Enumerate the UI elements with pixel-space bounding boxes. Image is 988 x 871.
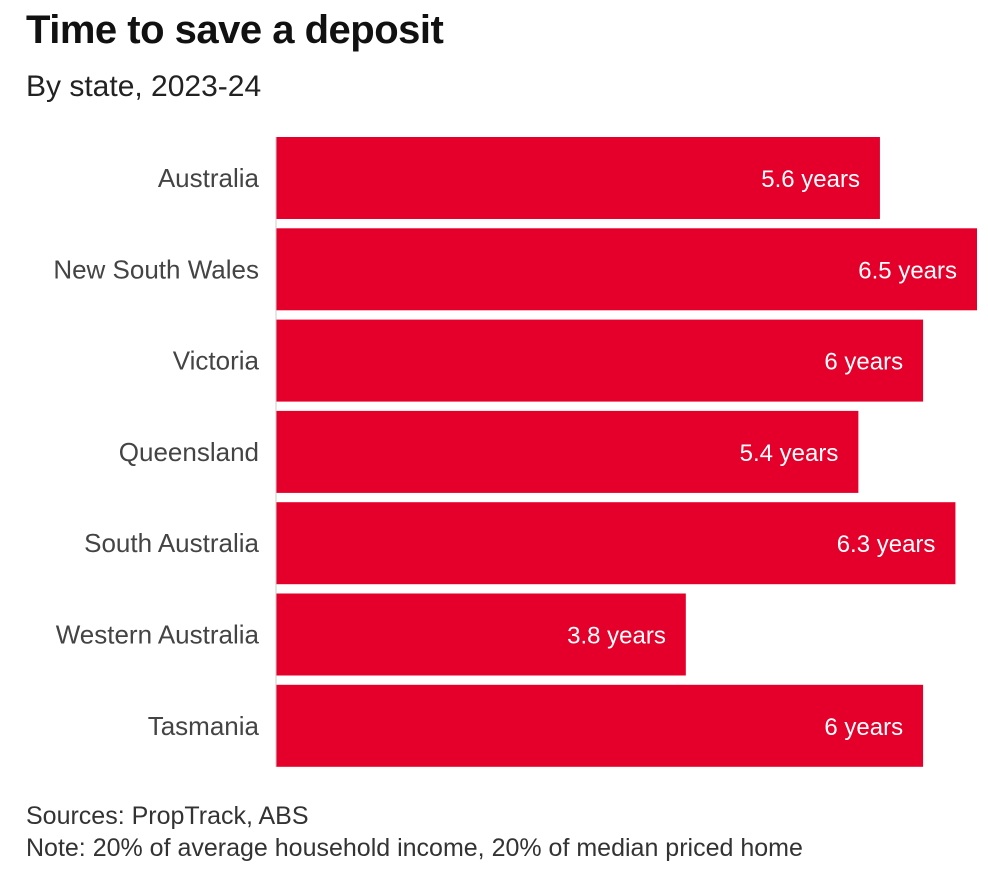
data-label: 6 years	[824, 714, 903, 741]
data-label: 6.5 years	[858, 257, 957, 284]
category-label: Tasmania	[148, 711, 260, 741]
bar	[276, 593, 686, 676]
data-label: 6 years	[824, 349, 903, 376]
data-label: 5.4 years	[740, 440, 839, 467]
bar	[276, 228, 977, 311]
category-label: Western Australia	[56, 620, 260, 650]
bar	[276, 137, 880, 219]
category-label: Australia	[158, 163, 260, 193]
sources-text: Sources: PropTrack, ABS	[26, 802, 309, 830]
chart-title: Time to save a deposit	[26, 8, 444, 52]
note-text: Note: 20% of average household income, 2…	[26, 834, 803, 862]
chart-subtitle: By state, 2023-24	[26, 70, 262, 103]
bar	[276, 684, 924, 767]
data-label: 5.6 years	[761, 166, 860, 193]
category-label: Victoria	[173, 346, 260, 376]
data-label: 3.8 years	[567, 623, 666, 650]
data-label: 6.3 years	[837, 531, 936, 558]
category-label: South Australia	[84, 528, 259, 558]
category-label: New South Wales	[53, 254, 259, 284]
bar	[276, 502, 956, 585]
bar	[276, 410, 859, 493]
bar	[276, 319, 924, 402]
category-label: Queensland	[119, 437, 259, 467]
